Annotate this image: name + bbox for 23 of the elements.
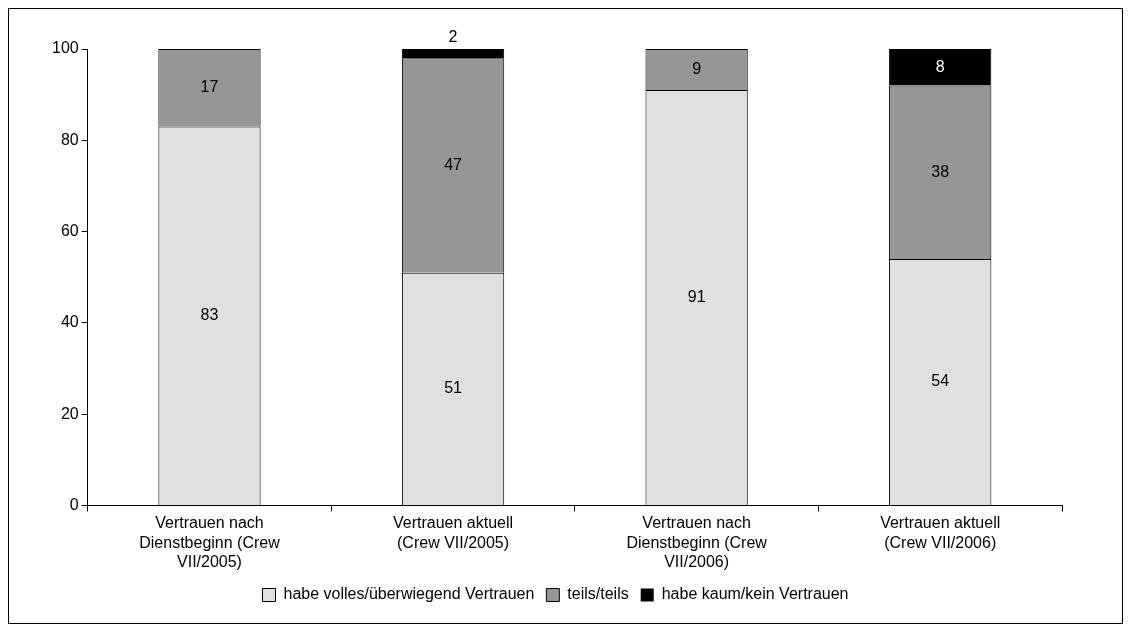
y-tick-label: 100	[51, 39, 79, 57]
data-label: 2	[448, 28, 458, 46]
data-label: 8	[935, 57, 945, 75]
data-label: 91	[687, 287, 706, 305]
data-label: 83	[200, 306, 219, 324]
y-tick-label: 60	[60, 221, 79, 239]
data-label: 47	[444, 155, 463, 173]
y-tick-label: 20	[60, 404, 79, 422]
x-tick-label: Vertrauen aktuell (Crew VII/2005)	[393, 514, 514, 551]
y-tick-label: 80	[60, 130, 79, 148]
data-label: 38	[931, 162, 950, 180]
data-label: 54	[931, 372, 950, 390]
legend-label: teils/teils	[567, 585, 629, 603]
y-tick-label: 40	[60, 313, 79, 331]
x-tick-label: Vertrauen nach Dienstbeginn (Crew VII/2005)	[139, 514, 281, 570]
data-label: 17	[200, 78, 219, 96]
data-label: 51	[444, 379, 463, 397]
x-tick-label: Vertrauen aktuell (Crew VII/2006)	[880, 514, 1001, 551]
legend-label: habe volles/überwiegend Vertrauen	[283, 585, 535, 603]
legend-label: habe kaum/kein Vertrauen	[661, 585, 849, 603]
x-tick-label: Vertrauen nach Dienstbeginn (Crew VII/2006)	[626, 514, 768, 570]
data-label: 9	[692, 59, 702, 77]
y-tick-label: 0	[69, 495, 79, 513]
